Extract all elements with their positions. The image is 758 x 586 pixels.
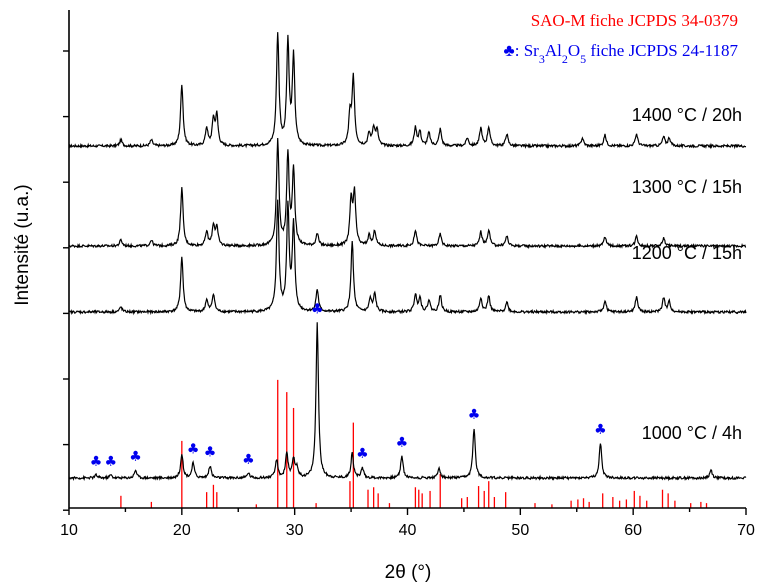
phase-markers: ♣ ♣ ♣ ♣ ♣ ♣♣♣♣♣♣ [90,302,607,470]
series-trace [68,137,747,250]
phase-marker: ♣ [468,407,481,423]
axes: 10 20 30 40 50 60 70 [60,10,755,539]
x-tick-label: 40 [399,522,417,539]
x-tick-label: 20 [173,522,191,539]
phase-marker: ♣ [594,422,607,438]
series-trace [68,322,747,482]
legend-reference-entry: SAO-M fiche JCPDS 34-0379 [531,11,738,30]
phase-marker: ♣ [396,435,409,451]
series-trace [68,199,747,316]
phase-marker: ♣ [204,445,217,461]
x-tick-label: 60 [624,522,642,539]
diffraction-traces [68,32,747,482]
phase-marker: ♣ [311,302,324,318]
series-label: 1400 °C / 20h [632,105,742,125]
series-trace [68,32,747,150]
x-tick-label: 50 [511,522,529,539]
x-tick-label: 30 [286,522,304,539]
series-label: 1200 °C / 15h [632,243,742,263]
y-axis-title: Intensité (u.a.) [12,184,33,305]
x-tick-label: 10 [60,522,78,539]
phase-marker: ♣ [104,454,117,470]
series-labels: 1400 °C / 20h 1300 °C / 15h 1200 °C / 15h 1… [632,105,742,443]
x-tick-label: 70 [737,522,755,539]
legend-marker-entry: ♣: Sr3Al2O5 fiche JCPDS 24-1187 [504,41,739,66]
x-axis-title: 2θ (°) [385,562,432,583]
phase-marker: ♣ [90,454,103,470]
phase-marker: ♣ [129,449,142,465]
phase-marker: ♣ [187,441,200,457]
phase-marker: ♣ [242,452,255,468]
phase-marker: ♣ [356,446,369,462]
series-label: 1300 °C / 15h [632,177,742,197]
series-label: 1000 °C / 4h [642,423,742,443]
